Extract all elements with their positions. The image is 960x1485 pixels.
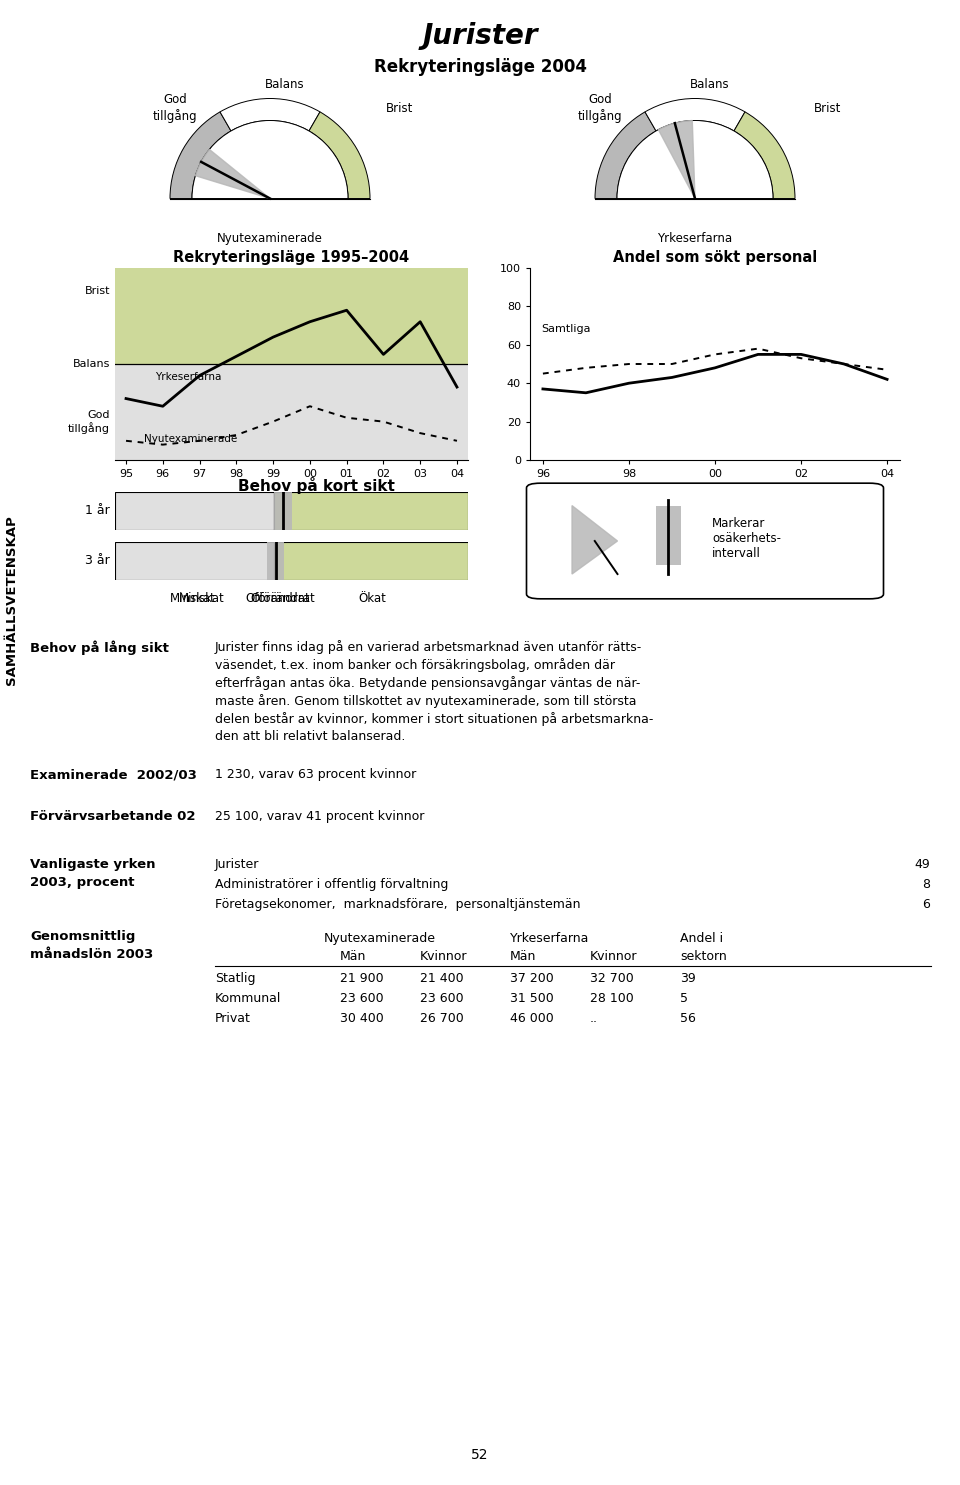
Text: Brist: Brist [84,287,110,296]
Text: Män: Män [510,950,537,962]
Text: Kvinnor: Kvinnor [590,950,637,962]
Text: 31 500: 31 500 [510,992,554,1005]
Text: Balans: Balans [265,79,305,91]
Wedge shape [734,111,795,199]
Text: Jurister: Jurister [422,22,538,50]
Title: Andel som sökt personal: Andel som sökt personal [612,251,817,266]
Text: Markerar
osäkerhets-
intervall: Markerar osäkerhets- intervall [712,517,781,560]
Text: 23 600: 23 600 [420,992,464,1005]
Text: Rekryteringsläge 2004: Rekryteringsläge 2004 [373,58,587,76]
Text: Privat: Privat [215,1011,251,1025]
Text: 56: 56 [680,1011,696,1025]
Text: Yrkeserfarna: Yrkeserfarna [658,232,732,245]
Text: 21 400: 21 400 [420,973,464,985]
Bar [656,505,681,564]
Text: maste åren. Genom tillskottet av nyutexaminerade, som till största: maste åren. Genom tillskottet av nyutexa… [215,693,636,708]
Bar [115,542,274,581]
Text: Oförändrat: Oförändrat [245,593,310,604]
Text: Kommunal: Kommunal [215,992,281,1005]
Text: Nyutexaminerade: Nyutexaminerade [217,232,323,245]
Text: 39: 39 [680,973,696,985]
Text: 2003, procent: 2003, procent [30,876,134,890]
Text: Jurister: Jurister [215,858,259,872]
Text: 8: 8 [922,878,930,891]
Text: Minskat: Minskat [170,593,216,604]
Polygon shape [196,150,270,199]
Text: Jurister finns idag på en varierad arbetsmarknad även utanför rätts-: Jurister finns idag på en varierad arbet… [215,640,642,653]
Wedge shape [309,111,370,199]
Text: Behov på kort sikt: Behov på kort sikt [238,477,396,495]
Text: den att bli relativt balanserad.: den att bli relativt balanserad. [215,731,405,742]
Text: 1 230, varav 63 procent kvinnor: 1 230, varav 63 procent kvinnor [215,768,417,781]
Text: Yrkeserfarna: Yrkeserfarna [511,933,589,944]
Text: sektorn: sektorn [680,950,727,962]
Text: God
tillgång: God tillgång [578,94,622,123]
Text: Genomsnittlig: Genomsnittlig [30,930,135,943]
Text: 30 400: 30 400 [340,1011,384,1025]
Text: 5: 5 [680,992,688,1005]
Text: Minskat: Minskat [179,593,225,604]
Text: Förvärvsarbetande 02: Förvärvsarbetande 02 [30,809,196,823]
Text: månadslön 2003: månadslön 2003 [30,947,154,961]
Text: Yrkeserfarna: Yrkeserfarna [156,373,222,383]
Text: Brist: Brist [814,101,842,114]
Wedge shape [220,98,320,131]
Text: 46 000: 46 000 [510,1011,554,1025]
Bar [274,492,292,530]
Bar [274,542,468,581]
Text: 23 600: 23 600 [340,992,384,1005]
Text: 52: 52 [471,1448,489,1463]
Bar [274,492,468,530]
Text: Kvinnor: Kvinnor [420,950,468,962]
Text: Andel i: Andel i [680,933,723,944]
Text: SAMHÄLLSVETENSKAP: SAMHÄLLSVETENSKAP [6,515,18,686]
Text: Nyutexaminerade: Nyutexaminerade [324,933,436,944]
Text: delen består av kvinnor, kommer i stort situationen på arbetsmarkna-: delen består av kvinnor, kommer i stort … [215,711,654,726]
Text: Examinerade  2002/03: Examinerade 2002/03 [30,768,197,781]
Text: 21 900: 21 900 [340,973,384,985]
Wedge shape [170,111,231,199]
Polygon shape [572,505,617,575]
Title: Rekryteringsläge 1995–2004: Rekryteringsläge 1995–2004 [174,251,410,266]
Text: ..: .. [590,1011,598,1025]
Text: Företagsekonomer,  marknadsförare,  personaltjänstemän: Företagsekonomer, marknadsförare, person… [215,898,581,910]
Text: 3 år: 3 år [85,554,110,567]
Wedge shape [645,98,745,131]
Bar [115,492,274,530]
Text: Behov på lång sikt: Behov på lång sikt [30,640,169,655]
Text: Balans: Balans [73,359,110,368]
Text: 6: 6 [923,898,930,910]
Text: Statlig: Statlig [215,973,255,985]
Text: Vanligaste yrken: Vanligaste yrken [30,858,156,872]
Bar [115,267,468,364]
Text: Män: Män [340,950,367,962]
FancyBboxPatch shape [526,483,883,598]
Text: Balans: Balans [690,79,730,91]
Text: efterfrågan antas öka. Betydande pensionsavgångar väntas de när-: efterfrågan antas öka. Betydande pension… [215,676,640,691]
Text: 37 200: 37 200 [510,973,554,985]
Text: God
tillgång: God tillgång [68,410,110,434]
Text: 49: 49 [914,858,930,872]
Wedge shape [617,120,773,199]
Text: 25 100, varav 41 procent kvinnor: 25 100, varav 41 procent kvinnor [215,809,424,823]
Wedge shape [595,111,656,199]
Text: 32 700: 32 700 [590,973,634,985]
Text: God
tillgång: God tillgång [153,94,198,123]
Text: Samtliga: Samtliga [541,324,590,334]
Polygon shape [659,120,695,199]
Text: Oförändrat: Oförändrat [251,593,315,604]
Text: 26 700: 26 700 [420,1011,464,1025]
Text: väsendet, t.ex. inom banker och försäkringsbolag, områden där: väsendet, t.ex. inom banker och försäkri… [215,658,615,673]
Wedge shape [192,120,348,199]
Bar [115,364,468,460]
Text: Administratörer i offentlig förvaltning: Administratörer i offentlig förvaltning [215,878,448,891]
Text: Ökat: Ökat [359,593,387,604]
Text: Nyutexaminerade: Nyutexaminerade [144,434,238,444]
Bar [267,542,284,581]
Text: 1 år: 1 år [85,505,110,517]
Text: Brist: Brist [386,101,414,114]
Text: 28 100: 28 100 [590,992,634,1005]
